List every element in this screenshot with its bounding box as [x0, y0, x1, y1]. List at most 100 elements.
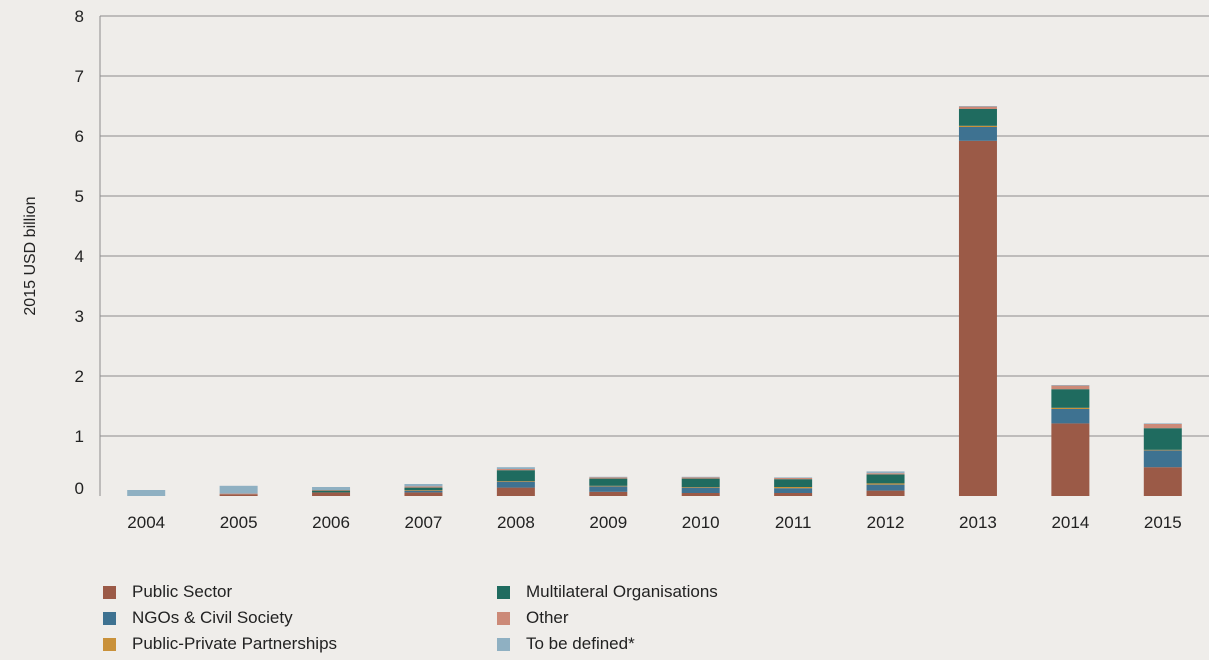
y-tick-label: 6 — [75, 127, 84, 146]
y-tick-label: 0 — [75, 479, 84, 498]
bar-segment-2011-to-be-defined- — [774, 477, 813, 478]
legend-swatch — [497, 637, 510, 651]
x-tick-label: 2010 — [682, 513, 720, 532]
bar-segment-2007-to-be-defined- — [404, 484, 443, 487]
bar-segment-2013-multilateral-organisations — [958, 109, 997, 126]
bar-segment-2014-multilateral-organisations — [1051, 389, 1090, 408]
bar-segment-2005-to-be-defined- — [219, 485, 258, 494]
legend-label: Public-Private Partnerships — [132, 634, 338, 653]
bar-segment-2013-to-be-defined- — [958, 106, 997, 107]
y-tick-label: 4 — [75, 247, 84, 266]
bar-segment-2015-multilateral-organisations — [1143, 428, 1182, 450]
legend-swatch — [497, 611, 510, 625]
bar-segment-2015-ngos-civil-society — [1143, 450, 1182, 468]
bar-segment-2010-multilateral-organisations — [681, 478, 720, 487]
bar-segment-2007-ngos-civil-society — [404, 490, 443, 493]
bar-segment-2008-to-be-defined- — [496, 467, 535, 469]
bar-segment-2012-public-sector — [866, 490, 905, 496]
bar-segment-2008-multilateral-organisations — [496, 470, 535, 481]
bar-segment-2005-public-sector — [219, 494, 258, 496]
bar-segment-2009-public-sector — [589, 491, 628, 496]
bars-layer — [127, 106, 1182, 497]
x-tick-label: 2005 — [220, 513, 258, 532]
legend-swatch — [103, 585, 116, 599]
bar-segment-2014-other — [1051, 385, 1090, 390]
bar-segment-2014-to-be-defined- — [1051, 385, 1090, 386]
bar-segment-2011-other — [774, 478, 813, 480]
legend-label: Public Sector — [132, 582, 233, 601]
legend-item: Public Sector — [103, 581, 232, 603]
legend-item: NGOs & Civil Society — [103, 607, 293, 629]
y-tick-label: 5 — [75, 187, 84, 206]
x-tick-label: 2013 — [959, 513, 997, 532]
bar-segment-2009-to-be-defined- — [589, 476, 628, 478]
bar-segment-2012-public-private-partnerships — [866, 483, 905, 485]
y-tick-labels: 0 1 2 3 4 5 6 7 8 — [75, 7, 84, 498]
legend-label: Multilateral Organisations — [526, 582, 718, 601]
bar-segment-2009-public-private-partnerships — [589, 485, 628, 487]
legend-label: NGOs & Civil Society — [132, 608, 293, 627]
bar-segment-2015-to-be-defined- — [1143, 423, 1182, 424]
legend-item: To be defined* — [497, 633, 635, 655]
grid-layer — [99, 15, 1209, 496]
x-tick-label: 2006 — [312, 513, 350, 532]
bar-segment-2013-ngos-civil-society — [958, 127, 997, 141]
bar-segment-2010-ngos-civil-society — [681, 487, 720, 493]
bar-segment-2012-to-be-defined- — [866, 471, 905, 474]
x-tick-label: 2012 — [867, 513, 905, 532]
bar-segment-2012-ngos-civil-society — [866, 484, 905, 491]
y-tick-label: 1 — [75, 427, 84, 446]
x-tick-label: 2014 — [1051, 513, 1089, 532]
bar-segment-2007-public-private-partnerships — [404, 490, 443, 491]
bar-segment-2009-multilateral-organisations — [589, 478, 628, 486]
y-axis-label: 2015 USD billion — [22, 196, 39, 315]
bar-segment-2010-public-private-partnerships — [681, 487, 720, 488]
x-tick-label: 2008 — [497, 513, 535, 532]
bar-segment-2012-multilateral-organisations — [866, 474, 905, 484]
y-tick-label: 2 — [75, 367, 84, 386]
x-tick-label: 2004 — [127, 513, 165, 532]
legend-item: Public-Private Partnerships — [103, 633, 337, 655]
legend-swatch — [103, 611, 116, 625]
bar-segment-2012-other — [866, 473, 905, 475]
bar-segment-2010-other — [681, 477, 720, 479]
bar-segment-2013-public-sector — [958, 140, 997, 497]
bar-segment-2006-other — [312, 490, 351, 491]
legend-item: Other — [497, 607, 569, 629]
bar-segment-2014-public-sector — [1051, 423, 1090, 496]
bar-segment-2011-multilateral-organisations — [774, 479, 813, 487]
bar-segment-2014-ngos-civil-society — [1051, 409, 1090, 424]
bar-segment-2007-multilateral-organisations — [404, 487, 443, 490]
bar-segment-2006-multilateral-organisations — [312, 490, 351, 493]
bar-segment-2008-ngos-civil-society — [496, 481, 535, 488]
x-tick-label: 2007 — [405, 513, 443, 532]
bar-segment-2010-public-sector — [681, 493, 720, 496]
x-tick-label: 2011 — [775, 513, 812, 532]
bar-segment-2015-other — [1143, 424, 1182, 429]
bar-segment-2011-ngos-civil-society — [774, 488, 813, 493]
bar-segment-2006-to-be-defined- — [312, 487, 351, 490]
bar-segment-2005-other — [219, 493, 258, 495]
bar-segment-2013-other — [958, 106, 997, 109]
legend-swatch — [497, 585, 510, 599]
bar-segment-2013-public-private-partnerships — [958, 125, 997, 127]
bar-segment-2008-public-private-partnerships — [496, 481, 535, 482]
y-tick-label: 8 — [75, 7, 84, 26]
bar-segment-2009-ngos-civil-society — [589, 486, 628, 492]
bar-segment-2008-public-sector — [496, 487, 535, 496]
bar-segment-2007-other — [404, 486, 443, 488]
bar-segment-2015-public-private-partnerships — [1143, 449, 1182, 451]
bar-segment-2009-other — [589, 477, 628, 479]
x-tick-label: 2015 — [1144, 513, 1182, 532]
bar-segment-2011-public-sector — [774, 493, 813, 496]
bar-segment-2011-public-private-partnerships — [774, 487, 813, 489]
y-tick-label: 3 — [75, 307, 84, 326]
legend-label: Other — [526, 608, 569, 627]
bar-segment-2006-public-sector — [312, 492, 351, 496]
bar-segment-2004-to-be-defined- — [127, 490, 166, 496]
bar-segment-2010-to-be-defined- — [681, 476, 720, 478]
y-tick-label: 7 — [75, 67, 84, 86]
bar-segment-2014-public-private-partnerships — [1051, 407, 1090, 409]
